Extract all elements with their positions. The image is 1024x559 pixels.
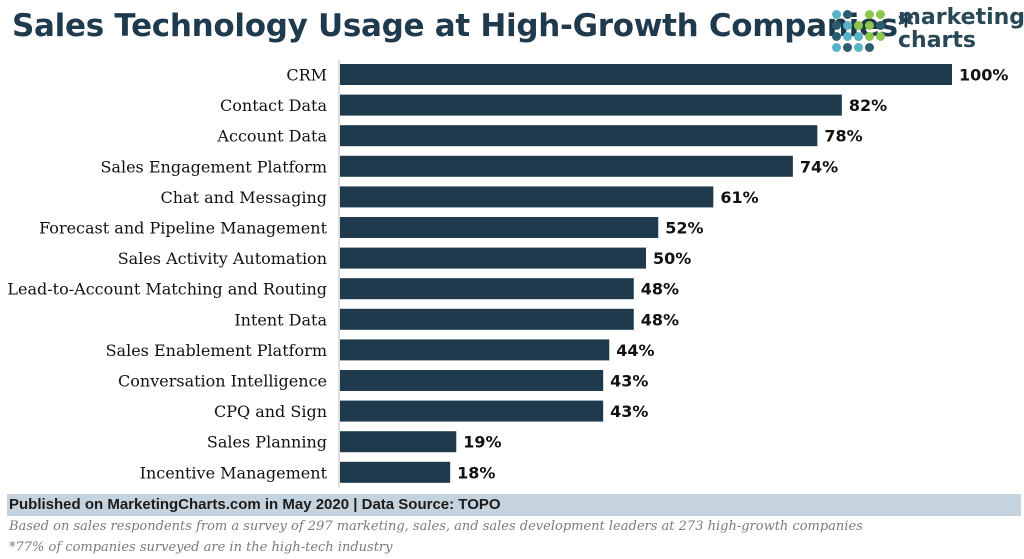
value-label: 48% [641, 280, 679, 299]
category-label: Account Data [216, 127, 327, 146]
logo-dot [832, 21, 841, 30]
bar [340, 247, 646, 269]
category-label: Lead-to-Account Matching and Routing [7, 280, 327, 299]
value-label: 74% [800, 157, 838, 176]
logo-dot [876, 32, 885, 41]
category-label: Contact Data [220, 96, 327, 115]
value-label: 43% [610, 372, 648, 391]
value-label: 52% [665, 219, 703, 238]
bar [340, 370, 604, 391]
logo-dot [865, 21, 874, 30]
logo-word-charts: charts [898, 28, 977, 53]
category-label: Conversation Intelligence [118, 372, 327, 391]
bar [340, 125, 818, 147]
bar [340, 155, 793, 177]
marketingcharts-logo: marketing charts [832, 6, 1024, 54]
bar [340, 431, 457, 453]
bar [340, 64, 952, 85]
logo-dot [832, 10, 841, 19]
chart-title: Sales Technology Usage at High-Growth Co… [12, 8, 914, 44]
footer-note-methodology: Based on sales respondents from a survey… [9, 519, 863, 534]
category-label: Sales Planning [207, 433, 327, 452]
logo-dots-icon [832, 6, 892, 54]
logo-dot [876, 21, 885, 30]
logo-dot [865, 43, 874, 52]
value-label: 82% [849, 96, 887, 115]
category-label: Sales Engagement Platform [100, 157, 327, 176]
logo-dot [843, 32, 852, 41]
logo-word-marketing: marketing [898, 5, 1024, 30]
logo-dot [843, 10, 852, 19]
bar [340, 186, 714, 208]
logo-dot [843, 21, 852, 30]
category-label: Forecast and Pipeline Management [39, 219, 327, 238]
logo-dot [865, 10, 874, 19]
category-label: Chat and Messaging [161, 188, 328, 207]
value-label: 43% [610, 402, 648, 421]
bar-chart: CRM 100% Contact Data 82% Account Data 78% Sal… [7, 60, 1008, 488]
logo-dot [854, 32, 863, 41]
bar [340, 339, 610, 361]
logo-dot [843, 43, 852, 52]
category-label: Intent Data [234, 310, 327, 329]
value-label: 44% [616, 341, 654, 360]
value-label: 18% [457, 463, 495, 482]
footer-note-asterisk: *77% of companies surveyed are in the hi… [9, 540, 393, 555]
value-label: 48% [641, 310, 679, 329]
category-label: CPQ and Sign [214, 402, 327, 421]
category-label: Incentive Management [140, 463, 328, 482]
logo-dot [865, 32, 874, 41]
bar [340, 461, 451, 483]
logo-dot [854, 43, 863, 52]
value-label: 100% [959, 66, 1008, 85]
footer-published: Published on MarketingCharts.com in May … [9, 496, 501, 513]
bar [340, 400, 604, 422]
bar [340, 217, 659, 238]
value-label: 50% [653, 249, 691, 268]
logo-dot [832, 32, 841, 41]
logo-dot [832, 43, 841, 52]
bar [340, 278, 634, 300]
category-label: Sales Enablement Platform [106, 341, 327, 360]
bar [340, 94, 842, 116]
footer-bar: Published on MarketingCharts.com in May … [7, 494, 1021, 516]
value-label: 19% [463, 433, 501, 452]
category-label: CRM [286, 66, 327, 85]
bar [340, 308, 634, 330]
logo-dot [854, 21, 863, 30]
logo-dot [876, 10, 885, 19]
value-label: 78% [824, 127, 862, 146]
category-label: Sales Activity Automation [118, 249, 327, 268]
value-label: 61% [720, 188, 758, 207]
